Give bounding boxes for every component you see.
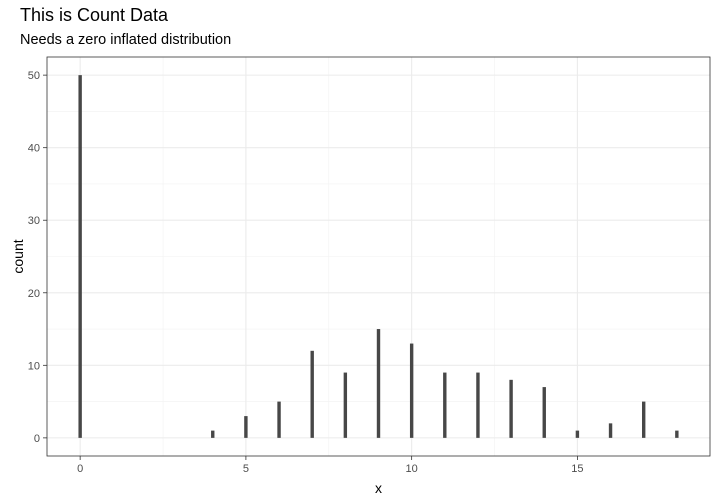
bar xyxy=(642,401,646,438)
bar xyxy=(277,401,281,438)
x-axis-title: x xyxy=(375,480,382,496)
bars xyxy=(78,75,679,438)
bar xyxy=(376,329,381,438)
y-tick-label: 20 xyxy=(28,288,40,300)
x-tick-label: 15 xyxy=(571,463,583,475)
bar xyxy=(542,387,546,438)
x-axis: 0 5 10 15 xyxy=(77,456,584,475)
y-tick-label: 40 xyxy=(28,143,40,155)
bar xyxy=(608,423,613,438)
panel-border xyxy=(46,56,711,457)
bar xyxy=(409,343,414,438)
minor-gridlines xyxy=(47,57,710,456)
major-gridlines xyxy=(47,57,710,456)
y-tick-label: 50 xyxy=(28,70,40,82)
x-tick-label: 10 xyxy=(406,463,418,475)
bar xyxy=(244,416,248,438)
y-axis: 0 10 20 30 40 50 xyxy=(28,70,47,445)
chart-subtitle: Needs a zero inflated distribution xyxy=(20,32,232,48)
bar xyxy=(211,430,215,438)
y-axis-title: count xyxy=(10,239,26,273)
bar xyxy=(575,430,580,438)
bar xyxy=(509,379,513,438)
bar xyxy=(476,372,480,438)
bar xyxy=(343,372,348,438)
bar xyxy=(310,350,314,438)
bar xyxy=(443,372,447,438)
x-tick-label: 0 xyxy=(77,463,83,475)
chart-title: This is Count Data xyxy=(20,5,169,25)
bar xyxy=(78,75,82,438)
y-tick-label: 30 xyxy=(28,215,40,227)
x-tick-label: 5 xyxy=(243,463,249,475)
y-tick-label: 0 xyxy=(34,433,40,445)
y-tick-label: 10 xyxy=(28,360,40,372)
bar xyxy=(675,430,679,438)
